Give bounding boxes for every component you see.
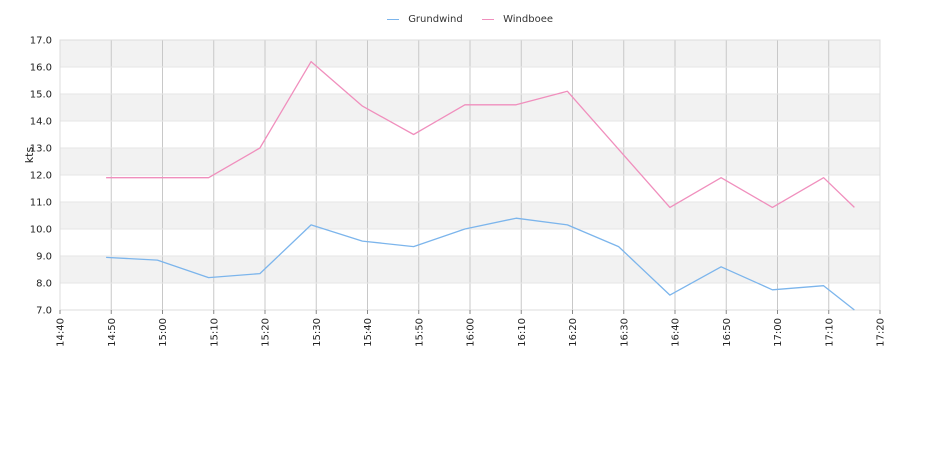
y-tick-label: 16.0 (30, 63, 52, 74)
x-tick-label: 15:00 (158, 318, 169, 347)
y-tick-label: 12.0 (30, 171, 52, 182)
x-tick-label: 16:50 (722, 318, 733, 347)
series-line-windboee[interactable] (106, 60, 855, 209)
legend-item-windboee[interactable]: Windboee (481, 14, 553, 25)
x-tick-label: 15:20 (261, 318, 272, 347)
y-tick-label: 13.0 (30, 144, 52, 155)
x-tick-label: 16:40 (671, 318, 682, 347)
x-tick-label: 15:30 (312, 318, 323, 347)
x-tick-label: 17:00 (773, 318, 784, 347)
horizontal-gridlines (60, 39, 880, 311)
y-tick-label: 10.0 (30, 225, 52, 236)
y-axis-label: kts (23, 147, 36, 164)
x-tick-label: 15:40 (363, 318, 374, 347)
y-tick-label: 14.0 (30, 117, 52, 128)
x-tick-label: 17:20 (876, 318, 887, 347)
legend-swatch-windboee (481, 18, 494, 20)
x-tick-label: 16:10 (517, 318, 528, 347)
y-tick-label: 8.0 (36, 279, 52, 290)
x-tick-label: 15:50 (414, 318, 425, 347)
x-tick-label: 16:20 (568, 318, 579, 347)
x-axis-ticks: 14:40 14:50 15:00 15:10 15:20 15:30 15:40 15:50… (56, 310, 887, 347)
series-lines (106, 60, 855, 311)
y-axis-ticks: 7.0 8.0 9.0 10.0 11.0 12.0 13.0 14.0 15.0 16.0 17.… (30, 36, 52, 317)
x-tick-label: 14:40 (56, 318, 67, 347)
x-tick-label: 16:30 (619, 318, 630, 347)
series-line-grundwind[interactable] (106, 217, 855, 311)
y-tick-label: 17.0 (30, 36, 52, 47)
x-tick-label: 16:00 (466, 318, 477, 347)
x-tick-label: 17:10 (824, 318, 835, 347)
legend: Grundwind Windboee (0, 14, 940, 26)
y-tick-label: 7.0 (36, 306, 52, 317)
x-tick-label: 14:50 (107, 318, 118, 347)
legend-label-grundwind: Grundwind (408, 14, 463, 25)
legend-swatch-grundwind (387, 18, 399, 20)
y-tick-label: 9.0 (36, 252, 52, 263)
legend-item-grundwind[interactable]: Grundwind (387, 14, 463, 25)
y-tick-label: 11.0 (30, 198, 52, 209)
x-tick-label: 15:10 (209, 318, 220, 347)
legend-label-windboee: Windboee (503, 14, 553, 25)
y-tick-label: 15.0 (30, 90, 52, 101)
